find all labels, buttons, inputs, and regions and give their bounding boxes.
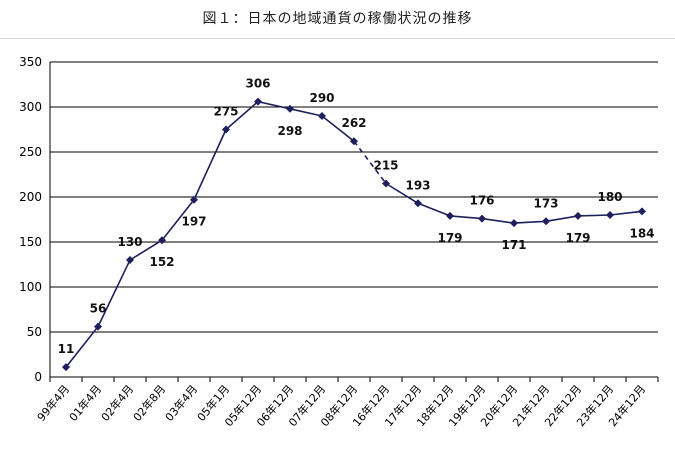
data-label: 171	[501, 238, 526, 252]
series-segment	[577, 214, 611, 217]
y-tick-label: 50	[27, 325, 42, 339]
data-point	[318, 112, 326, 120]
data-label: 193	[405, 178, 430, 192]
data-point	[350, 137, 358, 146]
series-segment	[609, 210, 643, 216]
data-label: 290	[309, 91, 334, 105]
series-segment	[449, 215, 483, 220]
title-divider	[0, 38, 675, 39]
data-point	[158, 236, 166, 245]
data-point	[286, 104, 294, 113]
series-line	[62, 97, 646, 372]
data-point	[62, 363, 70, 372]
data-label: 197	[181, 215, 206, 229]
data-label: 130	[117, 235, 142, 249]
data-point	[606, 211, 614, 219]
data-label: 11	[58, 342, 75, 356]
data-label: 215	[373, 159, 398, 173]
x-tick-label: 03年4月	[162, 382, 200, 424]
data-label: 262	[341, 116, 366, 130]
data-labels: 11 56 130 152 197 275 306 298 290 262 215 193 179 176…	[58, 77, 655, 357]
series-segment	[513, 220, 547, 224]
data-label: 152	[149, 255, 174, 269]
series-segment	[161, 199, 195, 241]
y-tick-label: 200	[19, 190, 42, 204]
series-segment	[129, 239, 163, 261]
data-point	[446, 211, 454, 220]
data-label: 176	[469, 194, 494, 208]
y-tick-label: 0	[34, 370, 42, 384]
series-segment	[385, 182, 419, 204]
x-tick-label: 99年4月	[34, 382, 72, 424]
chart-title: 図１：日本の地域通貨の稼働状況の推移	[202, 11, 473, 27]
data-label: 306	[245, 77, 270, 91]
data-point	[574, 211, 582, 220]
data-point	[478, 214, 486, 223]
data-label: 179	[437, 231, 462, 245]
y-axis: 0 50 100 150 200 250 300 350	[19, 55, 51, 384]
data-label: 56	[90, 302, 107, 316]
x-axis: 99年4月01年4月02年4月02年8月03年4月05年1月05年12月06年1…	[34, 376, 659, 429]
series-segment	[65, 326, 99, 368]
data-label: 298	[277, 124, 302, 138]
data-label: 275	[213, 105, 238, 119]
data-point	[254, 97, 262, 106]
series-segment	[193, 129, 227, 201]
series-segment	[481, 217, 515, 224]
series-segment	[225, 100, 259, 131]
series-segment	[257, 100, 291, 110]
y-tick-label: 100	[19, 280, 42, 294]
y-tick-label: 250	[19, 145, 42, 159]
y-tick-label: 150	[19, 235, 42, 249]
series-segment	[289, 108, 323, 117]
data-point	[638, 207, 646, 216]
y-tick-label: 350	[19, 55, 42, 69]
x-tick-label: 02年4月	[98, 382, 136, 424]
data-label: 180	[597, 190, 622, 204]
gridlines	[50, 61, 658, 333]
data-point	[382, 179, 390, 188]
series-segment	[321, 115, 355, 142]
data-point	[542, 217, 550, 226]
data-label: 173	[533, 196, 558, 210]
data-point	[190, 195, 198, 204]
series-segment	[545, 215, 579, 223]
data-label: 184	[629, 226, 654, 240]
data-label: 179	[565, 231, 590, 245]
data-point	[510, 219, 518, 228]
series-segment	[417, 202, 451, 217]
series-segment	[97, 259, 131, 327]
y-tick-label: 300	[19, 100, 42, 114]
x-tick-label: 02年8月	[130, 382, 168, 424]
data-point	[414, 199, 422, 208]
x-tick-label: 01年4月	[66, 382, 104, 424]
data-point	[126, 256, 134, 264]
data-point	[94, 322, 102, 331]
data-point	[222, 125, 230, 134]
